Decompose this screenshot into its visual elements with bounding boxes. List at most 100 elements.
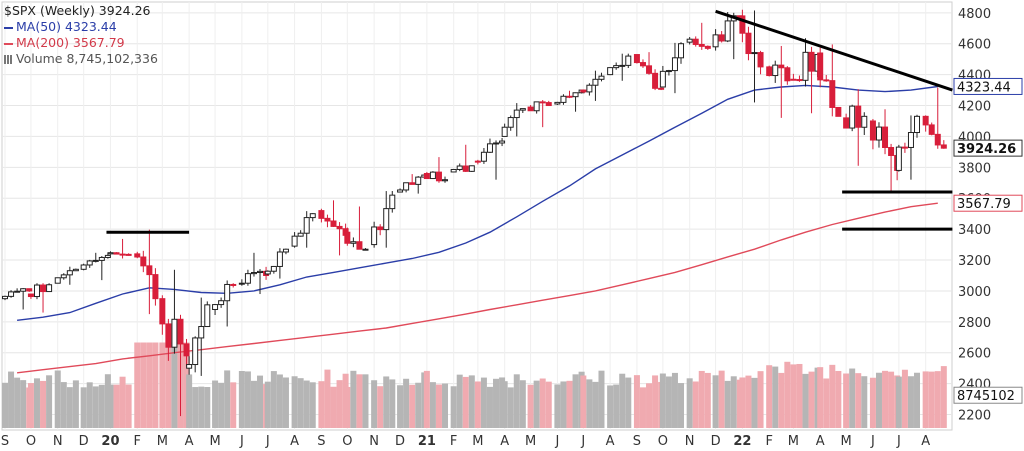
candle-body [264, 270, 271, 275]
candle-body [318, 210, 325, 219]
candle-body [224, 283, 231, 302]
volume-bar [843, 373, 850, 428]
volume-bar [869, 377, 876, 428]
volume-bar [659, 373, 666, 428]
candle-body [291, 235, 298, 247]
volume-bar [282, 377, 289, 428]
candle-body [46, 284, 53, 293]
candle-body [429, 171, 436, 180]
candle-body [282, 248, 289, 253]
volume-bar [671, 372, 678, 428]
y-tick-label: 4600 [958, 38, 991, 53]
candle-body [914, 115, 921, 134]
candle-body [875, 126, 882, 141]
volume-bar [704, 372, 711, 428]
candle-body [20, 288, 27, 292]
volume-bar [397, 385, 404, 428]
candle-body [26, 288, 33, 292]
ma200-value-label: 3567.79 [957, 197, 1011, 212]
candle-body [901, 146, 908, 149]
x-tick-label: A [185, 434, 194, 449]
volume-bar [204, 387, 211, 428]
volume-bar [692, 381, 699, 428]
candle-body [40, 284, 47, 293]
candle-body [177, 318, 184, 345]
volume-bar [678, 383, 685, 428]
candle-body [861, 115, 868, 128]
x-tick-label: J [239, 434, 244, 449]
candle-body [619, 64, 626, 67]
x-tick-label: F [450, 434, 457, 449]
candle-body [613, 65, 620, 69]
volume-bar [849, 368, 856, 428]
candle-body [450, 168, 457, 173]
volume-bar [861, 376, 868, 428]
volume-bar [318, 381, 325, 428]
volume-bar [86, 382, 93, 428]
candle-body [934, 133, 941, 146]
candle-body [192, 337, 199, 366]
volume-bar [152, 342, 159, 428]
candle-body [309, 213, 316, 219]
candle-body [592, 78, 599, 86]
volume-bar [802, 373, 809, 428]
ma200-swatch-icon [4, 42, 13, 45]
volume-bar [250, 380, 257, 428]
candle-body [480, 151, 487, 162]
volume-bar [468, 375, 475, 428]
volume-bar [92, 386, 99, 428]
candle-body [922, 115, 929, 126]
candle-body [745, 32, 752, 55]
volume-bar [686, 378, 693, 428]
candle-body [560, 95, 567, 103]
y-tick-label: 2800 [958, 316, 991, 331]
volume-bar [198, 386, 205, 428]
x-axis: S O N D 20 F M A M J J A S O N D 21 F M A M J J A S O N D 22 F M A M J J A [1, 434, 930, 449]
candle-body [8, 291, 15, 297]
candle-body [140, 256, 147, 267]
volume-bar [730, 376, 737, 428]
volume-bar [646, 383, 653, 428]
legend-main: $SPX (Weekly) 3924.26 [4, 3, 158, 19]
ma200-value-label-box [953, 194, 1023, 212]
x-tick-label: N [685, 434, 695, 449]
volume-bar [66, 387, 73, 428]
candle-body [835, 106, 842, 117]
volume-bar [257, 375, 264, 428]
candle-body [646, 65, 653, 74]
candle-body [639, 62, 646, 67]
volume-bar [639, 387, 646, 428]
volume-bar [545, 381, 552, 428]
legend-ma200-text: MA(200) 3567.79 [16, 35, 125, 50]
volume-bar [309, 382, 316, 428]
volume-bar [119, 376, 126, 428]
candle-body [98, 256, 105, 261]
y-tick-label: 3400 [958, 223, 991, 238]
candle-body [817, 52, 824, 81]
volume-bar [186, 374, 193, 428]
candle-body [435, 171, 442, 182]
candle-body [72, 268, 79, 272]
candle-body [586, 84, 593, 93]
price-candles [2, 9, 947, 417]
ma50-line-group [17, 84, 938, 321]
volume-bar [907, 376, 914, 428]
volume-bar [80, 387, 87, 428]
candle-body [383, 208, 390, 231]
volume-bar [27, 383, 34, 428]
volume-bar [474, 381, 481, 428]
x-tick-label: D [79, 434, 89, 449]
volume-bar [875, 372, 882, 428]
volume-bar [698, 370, 705, 428]
candle-body [238, 282, 245, 285]
volume-bar [796, 363, 803, 428]
candle-body [303, 217, 310, 234]
volume-bar [107, 384, 114, 428]
volume-bar [146, 342, 153, 428]
candle-body [423, 173, 430, 180]
volume-bar [784, 361, 791, 428]
candle-body [751, 52, 758, 55]
x-tick-label: M [209, 434, 220, 449]
y-tick-label: 3000 [958, 285, 991, 300]
candle-body [336, 225, 343, 230]
